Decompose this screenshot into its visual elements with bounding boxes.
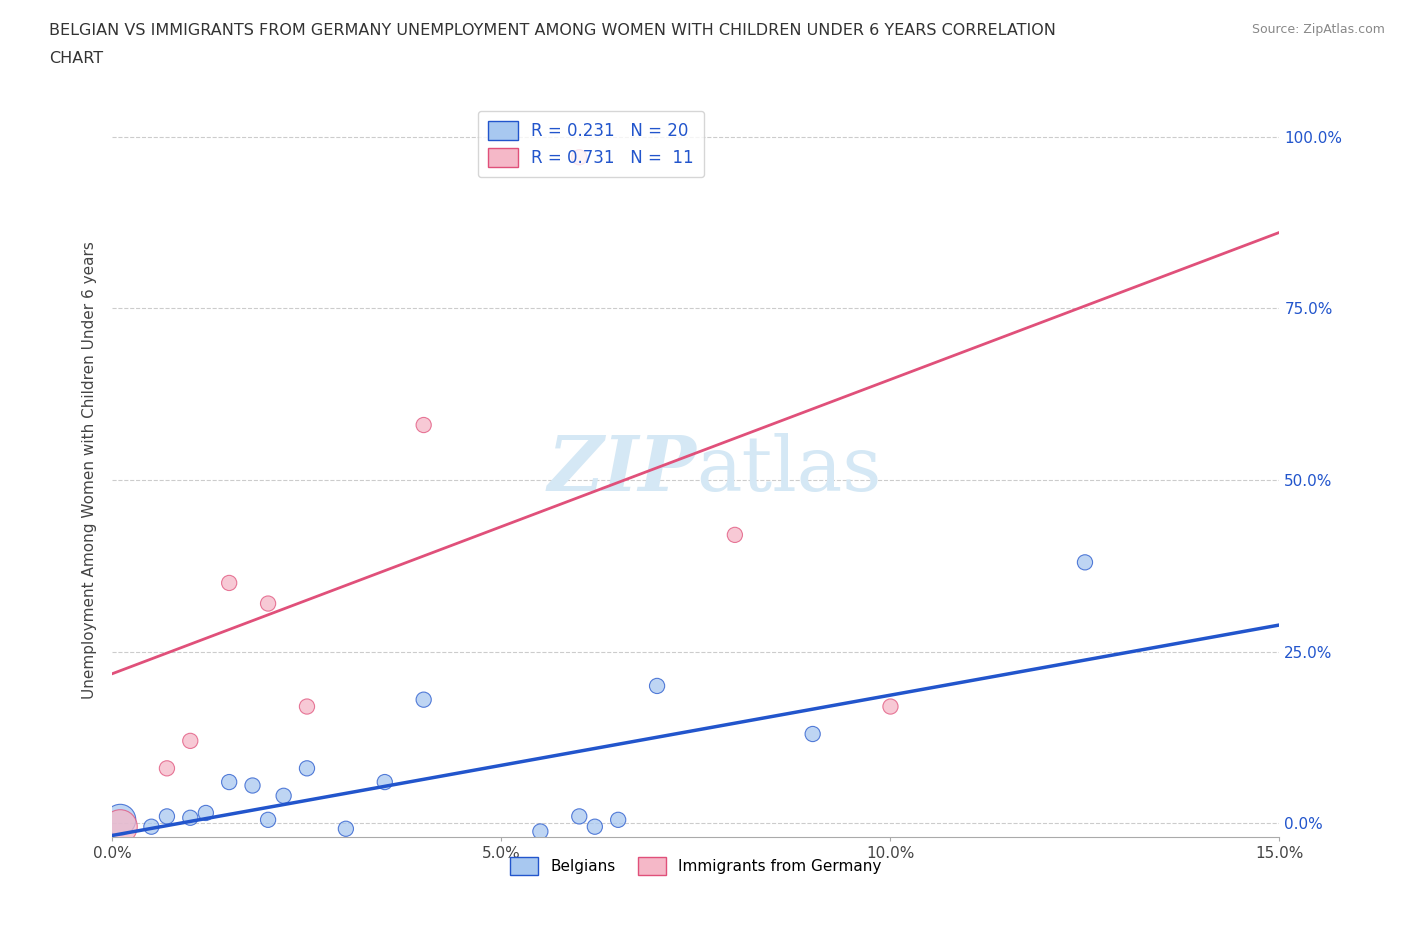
Text: BELGIAN VS IMMIGRANTS FROM GERMANY UNEMPLOYMENT AMONG WOMEN WITH CHILDREN UNDER : BELGIAN VS IMMIGRANTS FROM GERMANY UNEMP… [49,23,1056,38]
Point [529,824,551,839]
Legend: Belgians, Immigrants from Germany: Belgians, Immigrants from Germany [505,851,887,881]
Point [1074,555,1097,570]
Point [374,775,396,790]
Point [141,819,163,834]
Point [257,813,280,828]
Point [412,418,434,432]
Point [273,789,295,804]
Point [179,810,201,825]
Point [583,819,606,834]
Point [295,699,318,714]
Point [156,761,179,776]
Point [568,150,591,165]
Point [568,809,591,824]
Y-axis label: Unemployment Among Women with Children Under 6 years: Unemployment Among Women with Children U… [82,241,97,698]
Point [110,813,132,828]
Point [179,734,201,749]
Point [242,778,264,793]
Point [194,805,217,820]
Point [156,809,179,824]
Point [110,819,132,834]
Text: ZIP: ZIP [547,432,696,507]
Text: atlas: atlas [696,432,882,507]
Text: CHART: CHART [49,51,103,66]
Point [801,726,824,741]
Point [335,821,357,836]
Point [491,150,513,165]
Point [607,813,630,828]
Point [257,596,280,611]
Text: Source: ZipAtlas.com: Source: ZipAtlas.com [1251,23,1385,36]
Point [412,692,434,707]
Point [295,761,318,776]
Point [218,775,240,790]
Point [218,576,240,591]
Point [645,679,668,694]
Point [724,527,747,542]
Point [879,699,901,714]
